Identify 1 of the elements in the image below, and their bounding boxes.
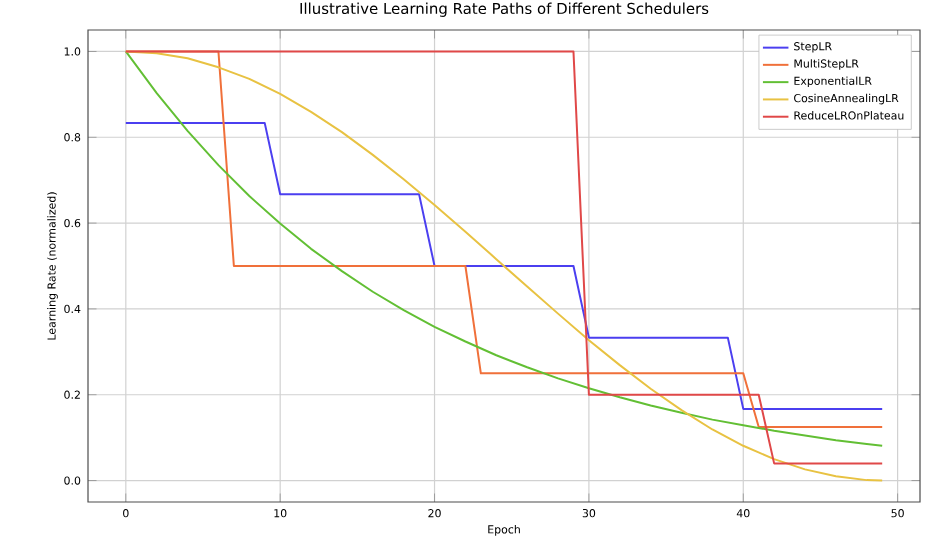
- line-series: [124, 122, 884, 410]
